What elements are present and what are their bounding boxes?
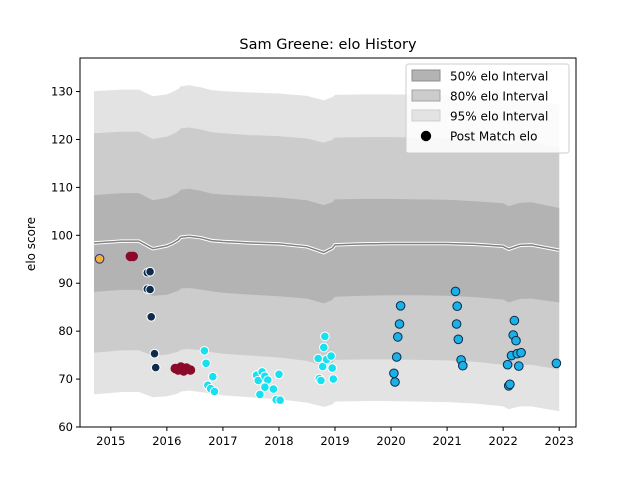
match-point — [145, 266, 155, 277]
match-point — [316, 375, 326, 386]
match-point — [317, 361, 328, 372]
match-point — [514, 361, 524, 371]
match-point — [268, 384, 279, 394]
y-tick-label: 70 — [58, 372, 73, 386]
match-point — [209, 386, 220, 397]
match-point — [389, 368, 399, 379]
legend-swatch — [411, 69, 441, 82]
match-point — [452, 301, 463, 312]
match-point — [145, 284, 155, 295]
match-point — [502, 359, 513, 370]
x-tick-label: 2020 — [376, 434, 405, 448]
match-point — [253, 375, 264, 386]
legend-label: 80% elo Interval — [450, 90, 548, 104]
y-tick-label: 90 — [58, 276, 73, 290]
match-point — [199, 346, 210, 356]
match-point — [391, 352, 402, 362]
x-tick-label: 2019 — [320, 434, 349, 448]
y-tick-label: 110 — [51, 180, 73, 194]
x-tick-label: 2017 — [208, 434, 237, 448]
legend-marker — [420, 130, 432, 142]
x-axis-ticks: 2015 2016 2017 2018 2019 2020 2021 2022 2023 — [96, 427, 574, 448]
interval-bands — [93, 85, 560, 412]
match-point — [255, 389, 265, 400]
y-axis-label: elo score — [24, 217, 38, 271]
match-point — [458, 360, 468, 371]
legend: 50% elo Interval 80% elo Interval 95% elo … — [405, 63, 570, 154]
x-tick-label: 2015 — [96, 434, 125, 448]
match-point — [149, 348, 160, 359]
legend-label: 95% elo Interval — [450, 110, 548, 124]
match-point — [509, 315, 520, 326]
match-point — [201, 358, 211, 369]
x-tick-label: 2018 — [264, 434, 293, 448]
match-point — [511, 335, 521, 346]
match-point — [313, 353, 324, 364]
chart-title: Sam Greene: elo History — [239, 37, 417, 53]
match-point — [453, 334, 464, 345]
match-point — [94, 253, 105, 264]
match-point — [450, 286, 461, 297]
match-point — [393, 332, 403, 342]
match-point — [395, 301, 406, 311]
match-point — [327, 363, 338, 373]
plot-frame — [79, 57, 577, 428]
match-point — [274, 369, 284, 380]
match-point — [208, 371, 218, 382]
legend-swatch — [411, 109, 441, 122]
median-line — [93, 235, 560, 254]
x-tick-label: 2022 — [489, 434, 518, 448]
y-tick-label: 120 — [51, 132, 73, 146]
x-tick-label: 2016 — [152, 434, 181, 448]
band-50 — [94, 188, 560, 304]
match-point — [390, 377, 400, 387]
match-point — [326, 351, 336, 361]
match-point — [505, 379, 515, 390]
match-point — [128, 251, 138, 262]
y-tick-label: 100 — [51, 228, 73, 242]
match-point — [328, 374, 339, 384]
match-point — [320, 331, 330, 342]
y-axis-ticks: 60 70 80 90 100 110 120 130 — [51, 85, 80, 434]
match-point — [551, 358, 562, 369]
match-point — [146, 312, 156, 322]
y-tick-label: 80 — [58, 324, 73, 338]
x-tick-label: 2023 — [545, 434, 574, 448]
match-point — [260, 382, 270, 393]
match-point — [275, 395, 285, 406]
legend-swatch — [411, 89, 441, 102]
y-tick-label: 130 — [51, 85, 73, 99]
y-tick-label: 60 — [58, 420, 73, 434]
match-point — [451, 319, 462, 329]
match-point — [516, 347, 526, 358]
match-point — [150, 362, 161, 373]
match-point — [319, 342, 329, 353]
post-match-points — [94, 251, 562, 406]
legend-box — [405, 63, 570, 154]
match-point — [394, 319, 405, 329]
x-tick-label: 2021 — [432, 434, 461, 448]
legend-label: Post Match elo — [450, 130, 537, 144]
match-point — [185, 365, 196, 375]
legend-label: 50% elo Interval — [450, 70, 548, 84]
